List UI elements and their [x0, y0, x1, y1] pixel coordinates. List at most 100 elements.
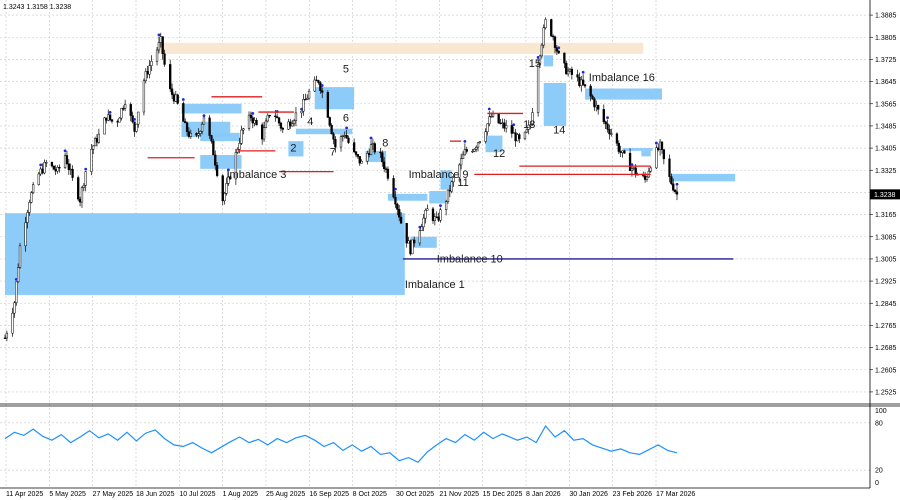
candle-body: [623, 150, 626, 154]
candle-body: [621, 150, 624, 153]
candle-body: [131, 115, 134, 123]
candle: [518, 132, 521, 143]
candle-body: [356, 154, 360, 157]
candle-body: [262, 127, 266, 140]
candle-body: [185, 122, 189, 132]
candle-body: [497, 113, 500, 124]
candle-body: [461, 154, 465, 159]
candle-body: [332, 133, 335, 140]
candle: [82, 183, 85, 192]
candle-body: [84, 171, 87, 186]
candle-body: [581, 79, 585, 85]
candle-body: [202, 117, 206, 125]
candle-body: [450, 181, 453, 192]
candle-body: [80, 187, 84, 203]
candle: [591, 94, 594, 100]
candle: [320, 84, 324, 99]
candle-body: [381, 152, 384, 163]
y-tick-label: 1.2685: [875, 345, 897, 352]
candle: [110, 119, 114, 124]
candle-body: [54, 169, 57, 172]
candle-body: [67, 163, 70, 170]
candle: [525, 128, 528, 133]
y-tick-label: 1.3085: [875, 234, 897, 241]
candle: [510, 120, 513, 138]
candle: [268, 114, 271, 119]
candle: [668, 154, 671, 183]
x-tick-label: 15 Dec 2025: [483, 491, 523, 498]
swing-point-marker: [251, 112, 255, 115]
candle-body: [655, 147, 658, 169]
candle: [63, 149, 67, 170]
candle-body: [146, 71, 149, 75]
candle-body: [435, 216, 438, 218]
candle: [426, 204, 429, 211]
candle: [540, 43, 543, 59]
candle: [225, 177, 228, 196]
candle: [673, 189, 677, 194]
candle: [16, 263, 20, 283]
candle: [56, 165, 59, 174]
swing-point-marker: [536, 55, 540, 59]
candle-body: [538, 55, 542, 65]
candle: [452, 174, 455, 187]
ohlc-header: 1.3243 1.3158 1.3238: [3, 4, 71, 11]
candle-body: [368, 153, 371, 155]
candle-body: [386, 168, 390, 179]
candle-body: [668, 158, 671, 177]
candle-body: [142, 80, 146, 113]
candle: [536, 55, 540, 117]
candle-body: [501, 122, 504, 124]
candle-body: [18, 245, 22, 268]
swing-point-marker: [14, 277, 18, 281]
x-tick-label: 30 Jan 2026: [569, 491, 608, 498]
candle-body: [583, 84, 587, 87]
imbalance-zone: [585, 88, 662, 100]
candle-body: [426, 208, 429, 211]
candle: [345, 126, 349, 139]
candle: [593, 97, 596, 111]
candle-body: [407, 240, 410, 244]
candle: [229, 175, 232, 180]
x-tick-label: 27 May 2025: [93, 491, 134, 498]
zone-label: Imbalance 1: [405, 279, 465, 291]
candle-body: [463, 149, 467, 156]
candle: [202, 114, 206, 125]
candle-body: [439, 209, 442, 221]
candle-body: [82, 185, 85, 188]
candle-body: [189, 133, 192, 137]
candle: [307, 88, 311, 100]
candle-body: [304, 98, 307, 101]
candle: [409, 239, 412, 256]
candle: [615, 132, 619, 147]
candle-body: [253, 120, 256, 124]
candle-body: [276, 116, 279, 119]
candle: [439, 204, 442, 223]
candle-body: [662, 149, 666, 160]
x-tick-label: 8 Oct 2025: [353, 491, 387, 498]
candle: [399, 211, 403, 224]
candle: [26, 209, 29, 229]
x-tick-label: 11 Apr 2025: [6, 491, 43, 498]
candle: [133, 118, 136, 137]
candle-body: [137, 111, 140, 125]
candle-body: [347, 137, 350, 143]
candle: [208, 115, 211, 139]
candle-body: [531, 112, 534, 126]
candle-body: [144, 71, 147, 82]
candle-body: [3, 337, 7, 339]
candle-body: [221, 175, 224, 202]
candle: [478, 141, 482, 144]
candle-body: [339, 136, 343, 148]
candle: [155, 46, 159, 66]
candle: [189, 129, 192, 139]
candle: [135, 123, 138, 133]
swing-point-marker: [108, 110, 112, 114]
candle: [459, 153, 463, 170]
candle: [383, 157, 386, 173]
candle-body: [379, 151, 382, 154]
candle-body: [103, 117, 106, 135]
price-candles: [3, 17, 679, 342]
candle-body: [118, 117, 121, 123]
x-tick-label: 1 Aug 2025: [223, 491, 259, 498]
